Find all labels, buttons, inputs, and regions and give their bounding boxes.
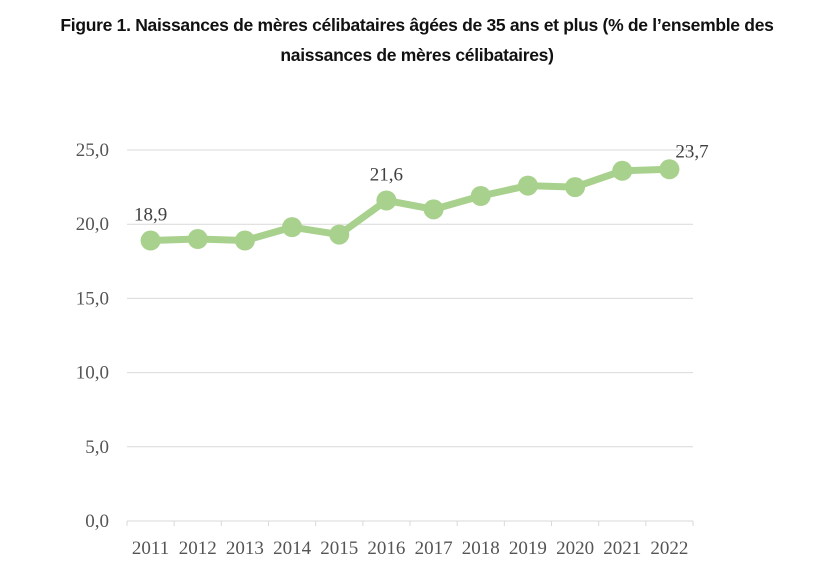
data-label: 18,9 <box>134 205 167 226</box>
data-point <box>329 224 350 245</box>
x-axis-labels: 2011 2012 2013 2014 2015 2016 2017 2018 2019 2020… <box>132 538 688 559</box>
x-tick-label: 2013 <box>226 538 264 559</box>
x-tick-label: 2020 <box>556 538 594 559</box>
data-label: 23,7 <box>675 141 708 162</box>
x-tick-label: 2017 <box>415 538 453 559</box>
data-point <box>282 217 303 238</box>
data-labels: 18,9 21,6 23,7 <box>134 141 709 225</box>
x-tick-label: 2015 <box>320 538 358 559</box>
series-line <box>150 165 670 245</box>
x-tick-label: 2019 <box>509 538 547 559</box>
chart-title-line-2: naissances de mères célibataires) <box>280 45 554 65</box>
data-label: 21,6 <box>370 164 403 185</box>
y-tick-label: 0,0 <box>85 511 109 532</box>
y-axis-labels: 0,0 5,0 10,0 15,0 20,0 25,0 <box>76 140 109 532</box>
x-axis <box>126 520 694 526</box>
y-tick-label: 10,0 <box>76 363 109 384</box>
y-tick-label: 15,0 <box>76 288 109 309</box>
x-tick-label: 2016 <box>367 538 405 559</box>
x-tick-label: 2022 <box>650 538 688 559</box>
data-point <box>187 229 208 250</box>
data-point <box>140 230 161 251</box>
y-tick-label: 5,0 <box>85 437 109 458</box>
data-point <box>470 186 491 207</box>
data-point <box>565 177 586 198</box>
data-point <box>376 190 397 211</box>
data-point <box>612 160 633 181</box>
x-tick-label: 2018 <box>462 538 500 559</box>
y-tick-label: 25,0 <box>76 140 109 161</box>
data-point <box>517 175 538 196</box>
x-tick-label: 2012 <box>179 538 217 559</box>
x-tick-label: 2021 <box>603 538 641 559</box>
x-tick-label: 2011 <box>132 538 169 559</box>
x-tick-label: 2014 <box>273 538 312 559</box>
data-point <box>659 159 680 180</box>
chart-title-line-1: Figure 1. Naissances de mères célibatair… <box>60 15 774 35</box>
data-point <box>234 230 255 251</box>
y-tick-label: 20,0 <box>76 214 109 235</box>
series-line-group <box>140 159 680 251</box>
data-point <box>423 199 444 220</box>
gridlines <box>127 149 693 448</box>
chart-title: Figure 1. Naissances de mères célibatair… <box>0 10 834 70</box>
